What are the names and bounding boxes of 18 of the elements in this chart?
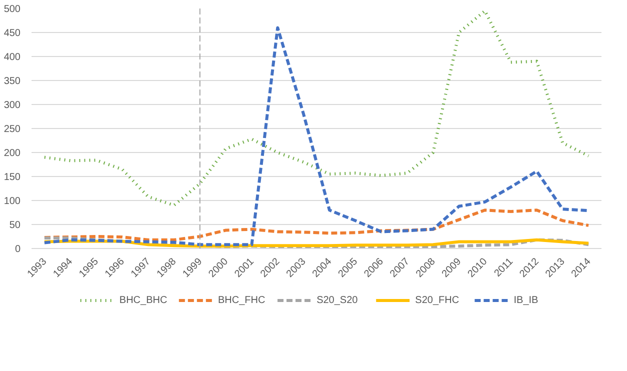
legend-label: BHC_FHC (218, 295, 266, 306)
y-tick-label: 250 (4, 124, 21, 135)
y-tick-label: 150 (4, 172, 21, 183)
y-tick-label: 200 (4, 148, 21, 159)
line-series (42, 208, 590, 242)
legend-label: IB_IB (514, 295, 539, 306)
line-series (42, 9, 590, 207)
y-tick-label: 0 (14, 244, 21, 255)
y-tick-label: 100 (4, 196, 21, 207)
y-tick-label: 50 (9, 220, 21, 231)
y-tick-label: 350 (4, 76, 21, 87)
y-tick-label: 450 (4, 28, 21, 39)
y-tick-label: 300 (4, 100, 21, 111)
y-tick-label: 400 (4, 52, 21, 63)
legend-label: S20_S20 (316, 295, 358, 306)
legend-label: BHC_BHC (119, 295, 168, 306)
legend-label: S20_FHC (415, 295, 460, 306)
y-tick-label: 500 (4, 4, 21, 15)
